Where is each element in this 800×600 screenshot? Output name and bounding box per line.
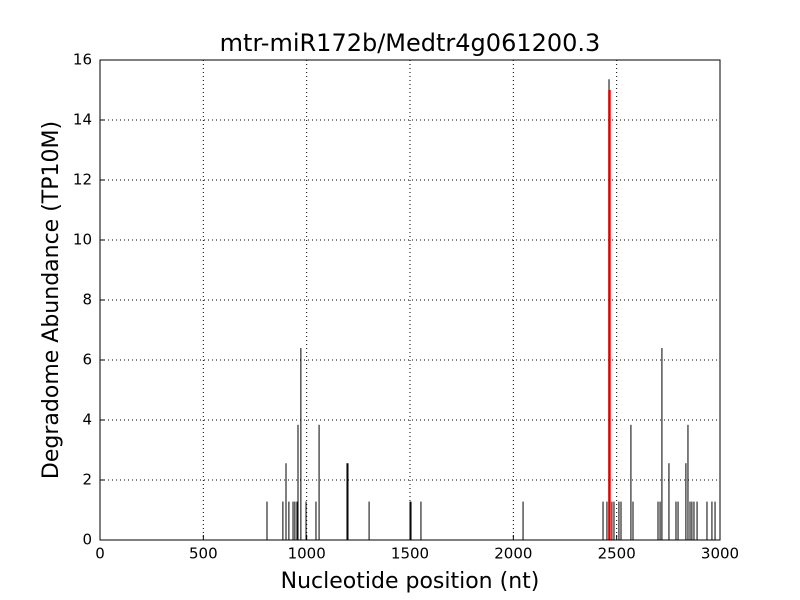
x-axis-label: Nucleotide position (nt) bbox=[281, 569, 540, 594]
y-tick-label: 4 bbox=[82, 411, 92, 429]
chart-title: mtr-miR172b/Medtr4g061200.3 bbox=[220, 29, 601, 57]
x-tick-label: 1000 bbox=[288, 545, 326, 563]
y-tick-label: 16 bbox=[73, 51, 92, 69]
x-tick-label: 1500 bbox=[391, 545, 429, 563]
plot-frame bbox=[99, 59, 721, 541]
x-tick-label: 2500 bbox=[598, 545, 636, 563]
y-tick-label: 0 bbox=[82, 531, 92, 549]
y-tick-label: 12 bbox=[73, 171, 92, 189]
y-tick-label: 14 bbox=[73, 111, 92, 129]
y-tick-label: 10 bbox=[73, 231, 92, 249]
x-tick-label: 3000 bbox=[701, 545, 739, 563]
y-tick-label: 6 bbox=[82, 351, 92, 369]
x-tick-label: 0 bbox=[95, 545, 105, 563]
y-tick-label: 2 bbox=[82, 471, 92, 489]
x-tick-label: 2000 bbox=[494, 545, 532, 563]
y-tick-label: 8 bbox=[82, 291, 92, 309]
x-tick-label: 500 bbox=[189, 545, 218, 563]
y-axis-label: Degradome Abundance (TP10M) bbox=[39, 121, 64, 479]
